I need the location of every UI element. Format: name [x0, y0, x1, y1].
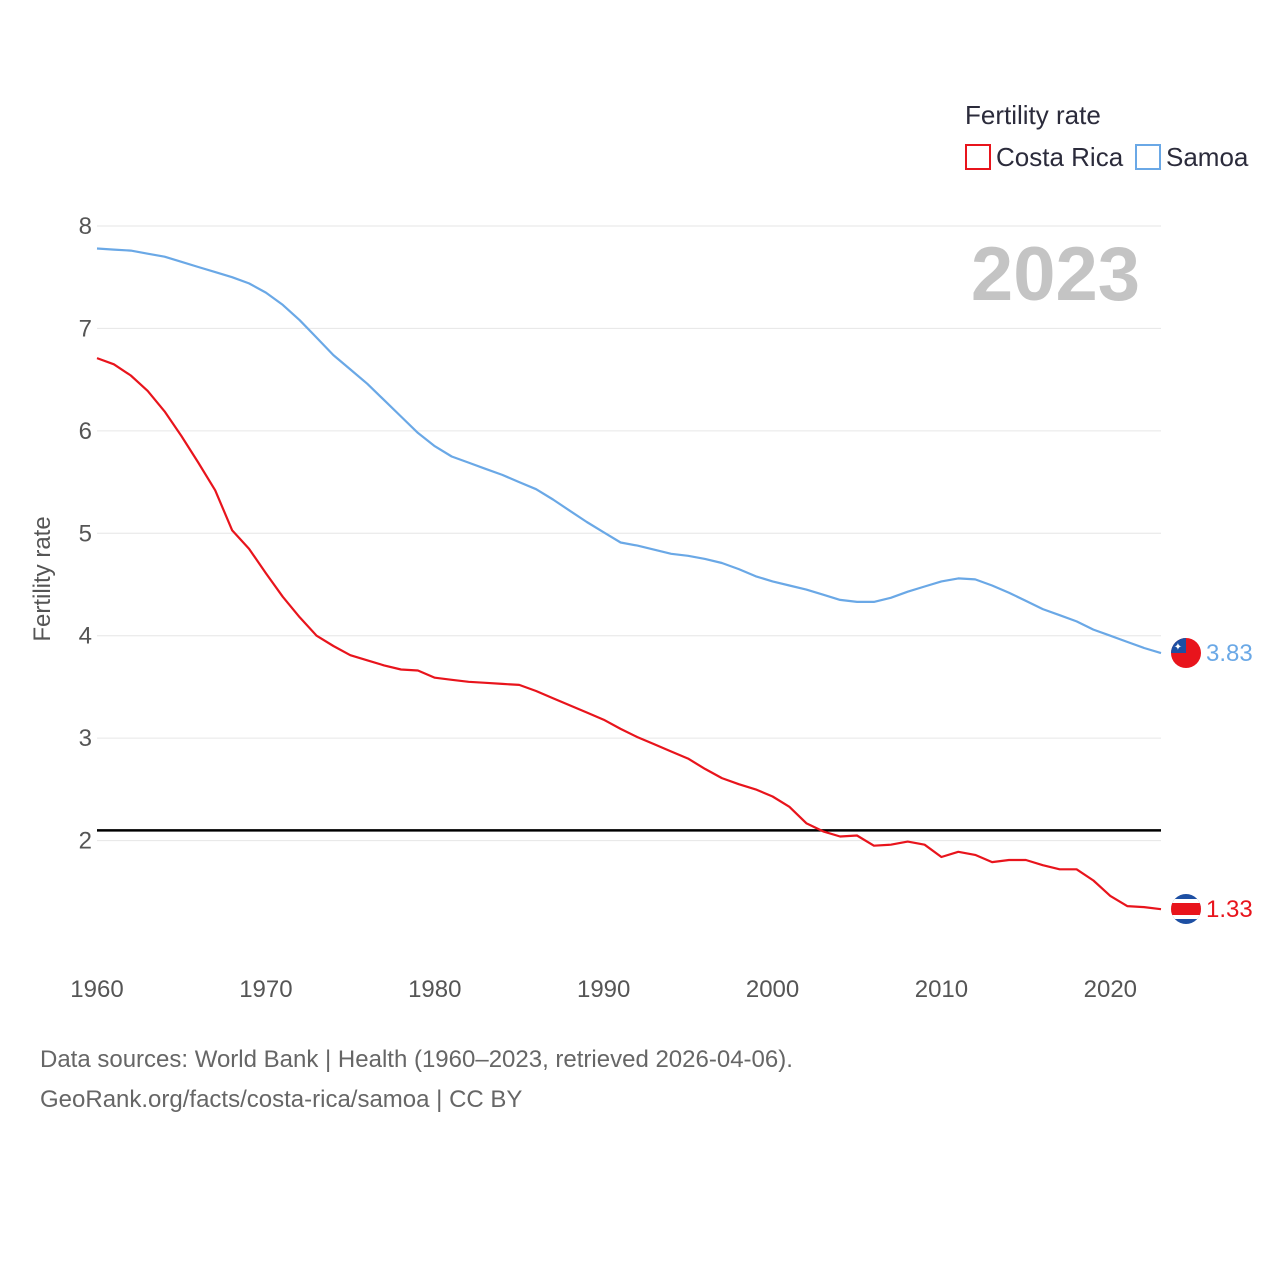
y-tick-label: 6	[79, 418, 92, 445]
gridlines	[97, 225, 1161, 842]
footer-source: Data sources: World Bank | Health (1960–…	[40, 1046, 793, 1073]
y-tick-label: 3	[79, 725, 92, 752]
end-labels: 1.33 3.83	[1206, 640, 1253, 923]
x-tick-label: 1970	[239, 976, 292, 1003]
x-axis-ticks: 1960 1970 1980 1990 2000 2010 2020	[70, 976, 1137, 1003]
footer-credit[interactable]: GeoRank.org/facts/costa-rica/samoa | CC …	[40, 1086, 523, 1113]
end-label-samoa: 3.83	[1206, 640, 1253, 667]
costa-rica-flag-icon	[1171, 894, 1201, 924]
y-tick-label: 2	[79, 828, 92, 855]
series-line-samoa[interactable]	[96, 247, 1162, 655]
x-tick-label: 2000	[746, 976, 799, 1003]
legend-swatch-samoa	[1135, 144, 1161, 170]
end-label-costa-rica: 1.33	[1206, 896, 1253, 923]
legend-label-samoa[interactable]: Samoa	[1166, 142, 1249, 172]
samoa-flag-icon: ✦	[1171, 638, 1201, 668]
legend-swatch-costa-rica	[965, 144, 991, 170]
y-tick-label: 7	[79, 315, 92, 342]
y-axis-title: Fertility rate	[29, 516, 56, 641]
x-tick-label: 1960	[70, 976, 123, 1003]
y-axis-ticks: 2 3 4 5 6 7 8	[79, 213, 92, 855]
series-lines	[96, 247, 1162, 911]
y-tick-label: 4	[79, 623, 92, 650]
x-tick-label: 1980	[408, 976, 461, 1003]
legend-label-costa-rica[interactable]: Costa Rica	[996, 142, 1124, 172]
svg-text:✦: ✦	[1174, 642, 1182, 653]
y-tick-label: 8	[79, 213, 92, 240]
legend-title: Fertility rate	[965, 100, 1101, 130]
x-tick-label: 2020	[1084, 976, 1137, 1003]
legend: Fertility rate Costa Rica Samoa	[965, 100, 1249, 172]
series-line-costa-rica[interactable]	[96, 357, 1162, 911]
fertility-line-chart: Fertility rate Costa Rica Samoa 2345678 …	[29, 100, 1253, 1003]
x-tick-label: 2010	[915, 976, 968, 1003]
year-label: 2023	[971, 232, 1140, 317]
x-tick-label: 1990	[577, 976, 630, 1003]
y-tick-label: 5	[79, 520, 92, 547]
